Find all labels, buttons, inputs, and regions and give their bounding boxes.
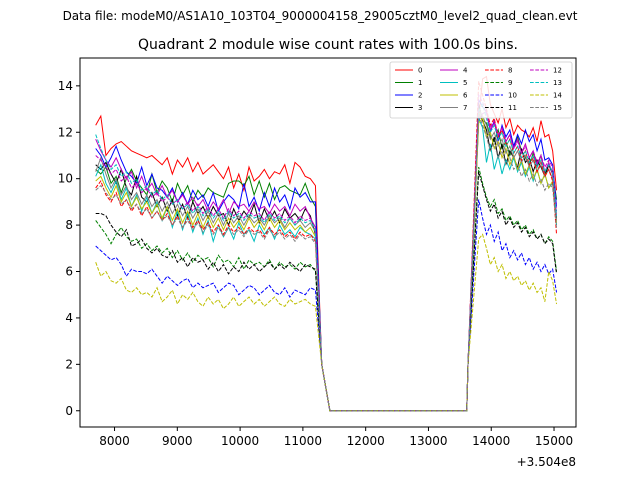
- legend-label-0: 0: [418, 67, 422, 75]
- series-line-13: [95, 103, 558, 412]
- axes-frame: [79, 57, 577, 428]
- legend-label-12: 12: [553, 67, 562, 75]
- legend-label-10: 10: [508, 92, 517, 100]
- series-line-3: [95, 104, 558, 412]
- legend-label-6: 6: [463, 92, 468, 100]
- x-tick-label: 8000: [99, 434, 130, 448]
- series-line-5: [95, 118, 558, 412]
- series-line-14: [95, 233, 558, 412]
- chart-title: Quadrant 2 module wise count rates with …: [138, 37, 518, 53]
- plot-lines: [95, 75, 558, 412]
- x-tick-label: 14000: [472, 434, 510, 448]
- legend-label-8: 8: [508, 67, 512, 75]
- legend-label-7: 7: [463, 104, 467, 112]
- legend-label-4: 4: [463, 67, 468, 75]
- series-line-0: [95, 75, 558, 412]
- series-line-6: [95, 117, 558, 412]
- series-line-8: [95, 81, 558, 412]
- legend-label-13: 13: [553, 79, 562, 87]
- legend-label-9: 9: [508, 79, 512, 87]
- y-tick-label: 6: [65, 265, 73, 279]
- y-tick-label: 4: [65, 311, 73, 325]
- y-tick-label: 12: [58, 125, 73, 139]
- x-tick-label: 12000: [347, 434, 385, 448]
- legend-label-11: 11: [508, 104, 517, 112]
- y-tick-label: 8: [65, 218, 73, 232]
- series-line-15: [95, 113, 558, 412]
- chart-suptitle: Data file: modeM0/AS1A10_103T04_90000041…: [63, 9, 578, 23]
- legend-label-14: 14: [553, 92, 562, 100]
- x-axis: 8000 9000 10000 11000 12000 13000 14000 15000: [99, 427, 573, 448]
- series-line-2: [95, 97, 558, 412]
- y-tick-label: 14: [58, 79, 73, 93]
- y-tick-label: 2: [65, 357, 73, 371]
- x-tick-label: 13000: [409, 434, 447, 448]
- x-tick-label: 9000: [162, 434, 193, 448]
- legend-label-15: 15: [553, 104, 562, 112]
- series-line-4: [95, 110, 558, 412]
- x-tick-label: 10000: [221, 434, 259, 448]
- y-tick-label: 10: [58, 172, 73, 186]
- legend-label-1: 1: [418, 79, 422, 87]
- series-line-9: [95, 166, 558, 412]
- legend-label-2: 2: [418, 92, 422, 100]
- legend-label-3: 3: [418, 104, 422, 112]
- legend-box: [389, 61, 573, 119]
- x-tick-label: 15000: [535, 434, 573, 448]
- y-tick-label: 0: [65, 404, 73, 418]
- y-axis: 0 2 4 6 8 10 12 14: [58, 79, 80, 418]
- x-axis-offset-label: +3.504e8: [517, 455, 576, 469]
- series-line-7: [95, 107, 558, 412]
- x-tick-label: 11000: [284, 434, 322, 448]
- series-line-10: [95, 199, 558, 412]
- legend-label-5: 5: [463, 79, 467, 87]
- series-line-11: [95, 171, 558, 412]
